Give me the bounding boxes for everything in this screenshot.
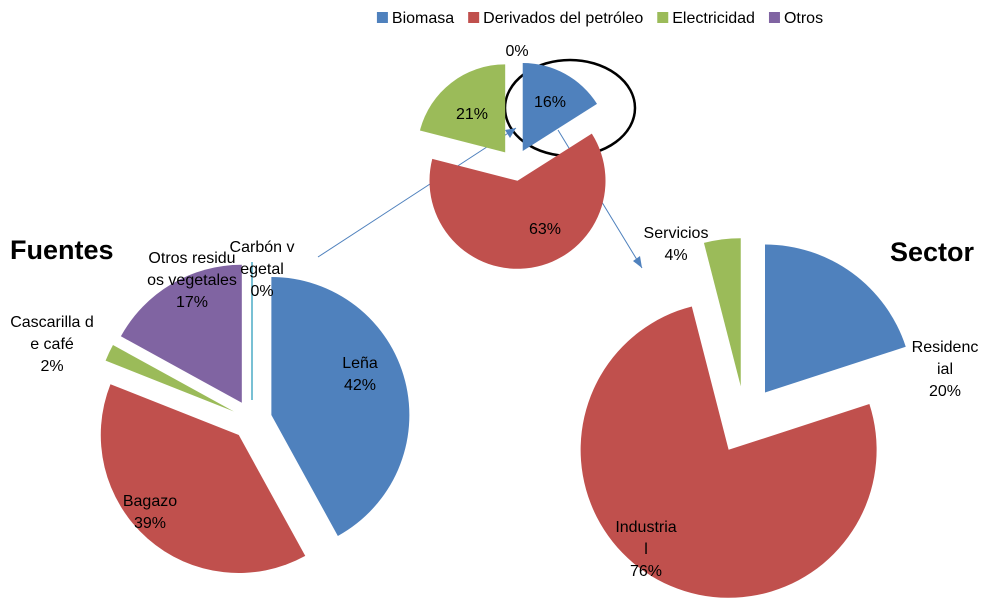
value-label: 0% [250, 283, 274, 300]
arrow-head [505, 128, 516, 138]
value-label: 17% [175, 294, 209, 311]
pie-slice [522, 62, 598, 151]
data-label: 16% [520, 92, 580, 114]
arrow-head [633, 256, 642, 268]
value-label: 16% [533, 94, 567, 111]
data-label: Carbón vegetal 0% [227, 237, 297, 303]
category-label: Carbón vegetal [229, 239, 295, 278]
category-label: Servicios [643, 225, 709, 242]
legend-swatch [468, 12, 480, 23]
category-label: Bagazo [122, 493, 178, 510]
data-label: Servicios 4% [626, 223, 726, 267]
data-label: 63% [515, 219, 575, 241]
pie-slice [105, 345, 234, 412]
connector-line [317, 127, 517, 258]
value-label: 21% [455, 106, 489, 123]
pie-slice [580, 306, 877, 598]
value-label: 76% [629, 563, 663, 580]
value-label: 63% [528, 221, 562, 238]
category-label: Otros residuos vegetales [147, 250, 237, 289]
legend-label: Otros [784, 10, 823, 27]
legend-swatch [376, 12, 388, 23]
category-label: Leña [342, 355, 378, 372]
legend-label: Derivados del petróleo [483, 10, 643, 27]
value-label: 4% [664, 247, 688, 264]
data-label: Bagazo 39% [110, 491, 190, 535]
value-label: 2% [40, 358, 64, 375]
pie-slice [419, 64, 506, 153]
chart-title: Sector [889, 237, 974, 267]
legend-label: Biomasa [392, 10, 454, 27]
legend-label: Electricidad [672, 10, 755, 27]
data-label: 0% [487, 41, 547, 63]
data-label: Leña 42% [320, 353, 400, 397]
data-label: Cascarilla de café 2% [7, 312, 97, 378]
pie-slice [703, 238, 741, 387]
chart-title: Fuentes [10, 235, 114, 265]
pie-slice [120, 264, 242, 403]
category-label: Residencial [911, 339, 979, 378]
legend-swatch [768, 12, 780, 23]
data-label: Residencial 20% [910, 337, 980, 403]
value-label: 39% [133, 515, 167, 532]
category-label: Cascarilla de café [10, 314, 94, 353]
legend-swatch [657, 12, 669, 23]
data-label: Industrial 76% [615, 517, 677, 583]
pie-slice [429, 133, 606, 269]
pie-slice [271, 277, 410, 536]
value-label: 0% [505, 43, 529, 60]
value-label: 42% [343, 377, 377, 394]
pie-slice [764, 244, 906, 393]
value-label: 20% [928, 383, 962, 400]
data-label: Otros residuos vegetales 17% [147, 248, 237, 314]
pie-slice [100, 384, 306, 574]
data-label: 21% [442, 104, 502, 126]
category-label: Industrial [615, 519, 677, 558]
